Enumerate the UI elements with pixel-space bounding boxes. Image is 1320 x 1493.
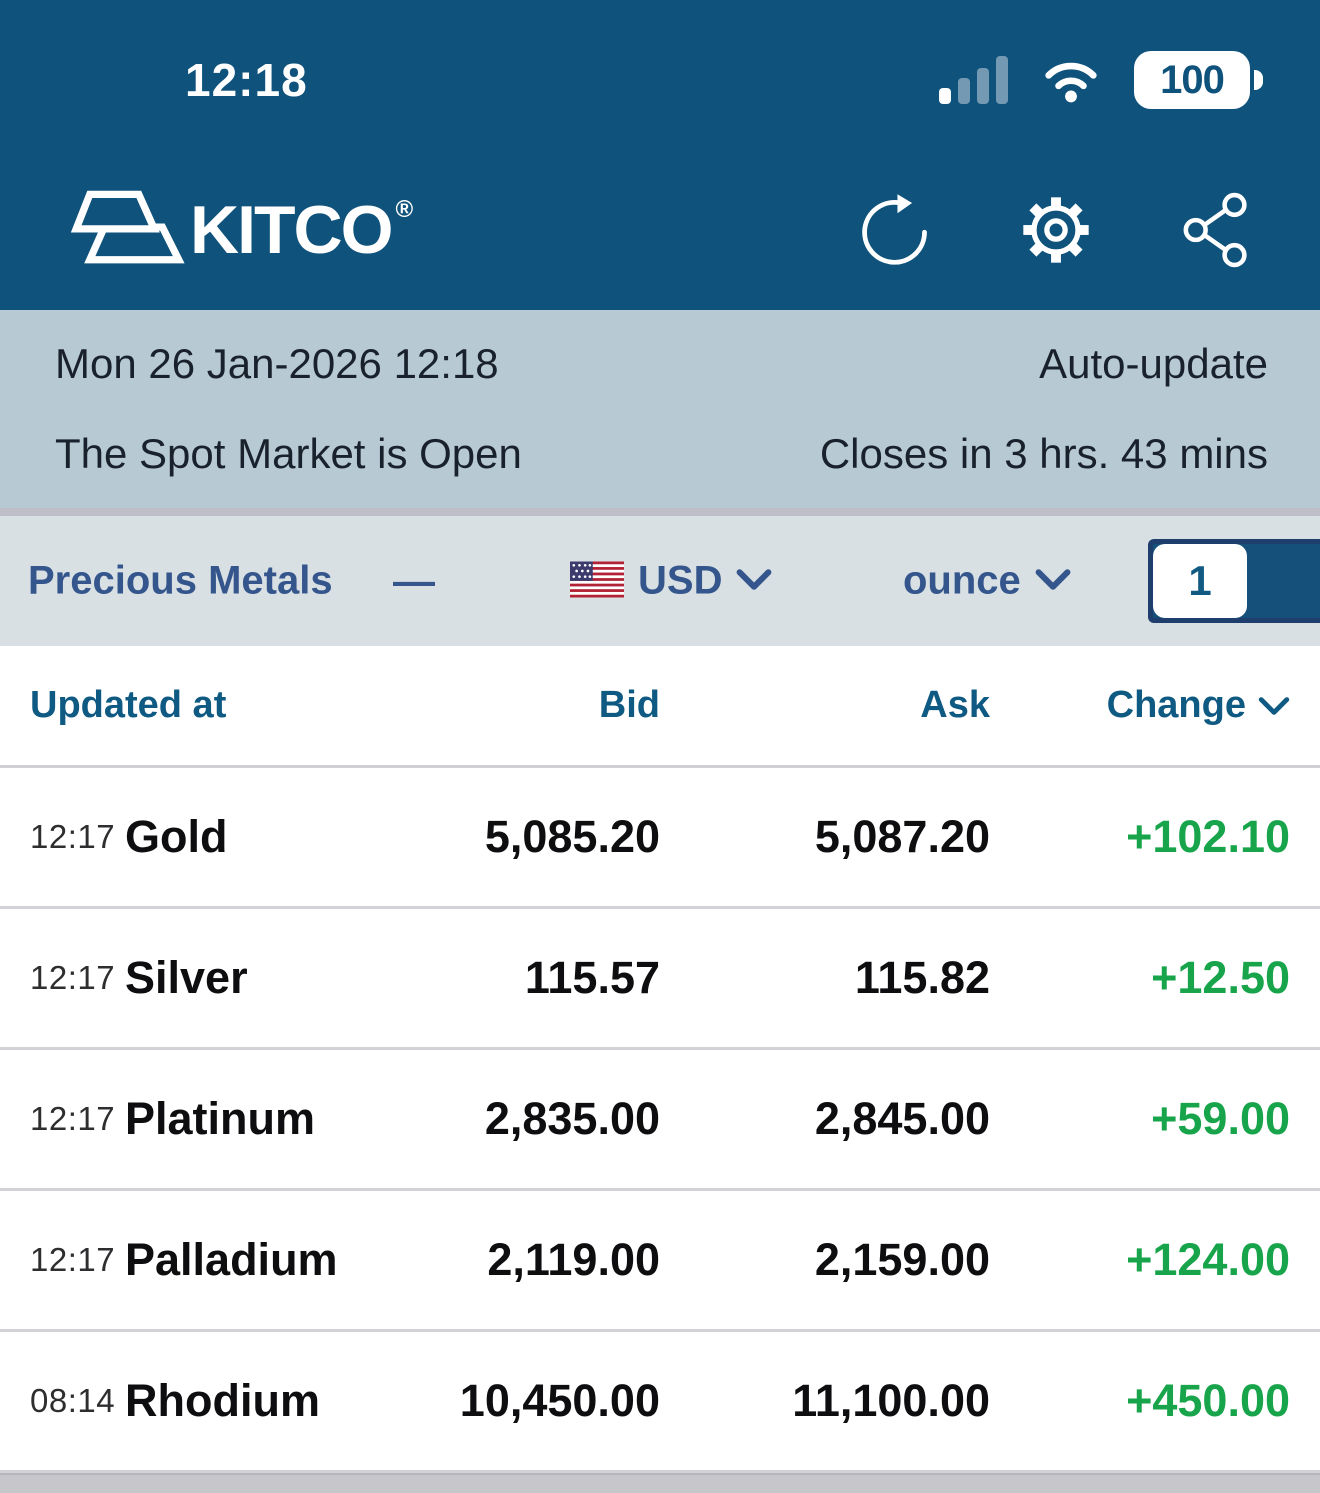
col-updated-at: Updated at [30, 684, 227, 726]
metal-row-gold[interactable]: 12:17 Gold 5,085.20 5,087.20 +102.10 [0, 768, 1320, 909]
market-status-label: The Spot Market is Open [55, 430, 522, 477]
auto-update-label[interactable]: Auto-update [1039, 340, 1268, 387]
chevron-down-icon [1035, 568, 1071, 595]
ask-value: 5,087.20 [814, 811, 990, 862]
change-value: +12.50 [1151, 952, 1290, 1003]
col-change-sort[interactable]: Change [1107, 684, 1290, 727]
battery-cap [1254, 70, 1263, 90]
currency-value: USD [638, 558, 723, 603]
collapse-section-button[interactable]: — [393, 557, 435, 604]
filter-bar: Precious Metals — [0, 516, 1320, 646]
ask-value: 2,159.00 [814, 1234, 990, 1285]
change-value: +102.10 [1126, 811, 1290, 862]
wifi-icon [1038, 53, 1104, 108]
status-bar: 12:18 100 [0, 0, 1320, 150]
bid-value: 10,450.00 [459, 1375, 660, 1426]
share-icon [1178, 192, 1256, 271]
kitco-logo: KITCO ® [68, 188, 413, 273]
date-time-label: Mon 26 Jan-2026 12:18 [55, 340, 499, 387]
header-actions [858, 188, 1256, 272]
metal-name: Rhodium [125, 1375, 320, 1426]
row-updated-time: 12:17 [30, 959, 116, 996]
metal-row-platinum[interactable]: 12:17 Platinum 2,835.00 2,845.00 +59.00 [0, 1050, 1320, 1191]
currency-select[interactable]: USD [570, 559, 772, 604]
refresh-icon [858, 194, 934, 275]
app-header: KITCO ® [0, 150, 1320, 310]
change-value: +59.00 [1151, 1093, 1290, 1144]
metal-name: Silver [125, 952, 248, 1003]
table-header-row: Updated at Bid Ask Change [0, 646, 1320, 768]
row-updated-time: 12:17 [30, 1100, 116, 1137]
settings-button[interactable] [1018, 192, 1094, 268]
bid-value: 2,119.00 [487, 1234, 660, 1285]
bid-value: 115.57 [524, 952, 660, 1003]
refresh-button[interactable] [858, 188, 934, 272]
col-ask: Ask [920, 684, 990, 726]
unit-select[interactable]: ounce [903, 559, 1071, 604]
battery-icon: 100 [1134, 51, 1263, 109]
unit-value: ounce [903, 558, 1021, 603]
status-icons: 100 [939, 51, 1263, 109]
category-label: Precious Metals [28, 558, 333, 603]
cellular-signal-icon [939, 56, 1008, 104]
us-flag-icon [570, 561, 624, 601]
change-value: +124.00 [1126, 1234, 1290, 1285]
next-section-edge [0, 1473, 1320, 1493]
change-value: +450.00 [1126, 1375, 1290, 1426]
row-updated-time: 08:14 [30, 1382, 116, 1419]
bid-value: 5,085.20 [484, 811, 660, 862]
gear-icon [1018, 197, 1094, 271]
metal-name: Platinum [125, 1093, 316, 1144]
metal-row-palladium[interactable]: 12:17 Palladium 2,119.00 2,159.00 +124.0… [0, 1191, 1320, 1332]
gold-bars-icon [68, 188, 186, 273]
quantity-value: 1 [1153, 544, 1247, 618]
metal-row-silver[interactable]: 12:17 Silver 115.57 115.82 +12.50 [0, 909, 1320, 1050]
metal-name: Palladium [125, 1234, 338, 1285]
metal-row-rhodium[interactable]: 08:14 Rhodium 10,450.00 11,100.00 +450.0… [0, 1332, 1320, 1473]
registered-mark: ® [395, 196, 414, 223]
quantity-toggle[interactable]: 1 [1148, 539, 1320, 623]
col-bid: Bid [598, 684, 660, 726]
prices-table: Updated at Bid Ask Change 12:17 Gold 5,0… [0, 646, 1320, 1473]
bid-value: 2,835.00 [484, 1093, 660, 1144]
chevron-down-icon [1258, 684, 1290, 727]
ask-value: 11,100.00 [792, 1375, 990, 1426]
brand-name: KITCO [190, 192, 394, 268]
ask-value: 115.82 [854, 952, 990, 1003]
metal-name: Gold [125, 811, 228, 862]
section-divider [0, 508, 1320, 516]
chevron-down-icon [736, 568, 772, 595]
market-info-bar: Mon 26 Jan-2026 12:18 Auto-update The Sp… [0, 310, 1320, 508]
row-updated-time: 12:17 [30, 818, 116, 855]
status-time: 12:18 [185, 54, 308, 106]
ask-value: 2,845.00 [814, 1093, 990, 1144]
closes-in-label: Closes in 3 hrs. 43 mins [819, 430, 1268, 477]
row-updated-time: 12:17 [30, 1241, 116, 1278]
share-button[interactable] [1178, 192, 1256, 268]
col-change-label: Change [1106, 684, 1246, 726]
battery-percent: 100 [1160, 57, 1225, 102]
